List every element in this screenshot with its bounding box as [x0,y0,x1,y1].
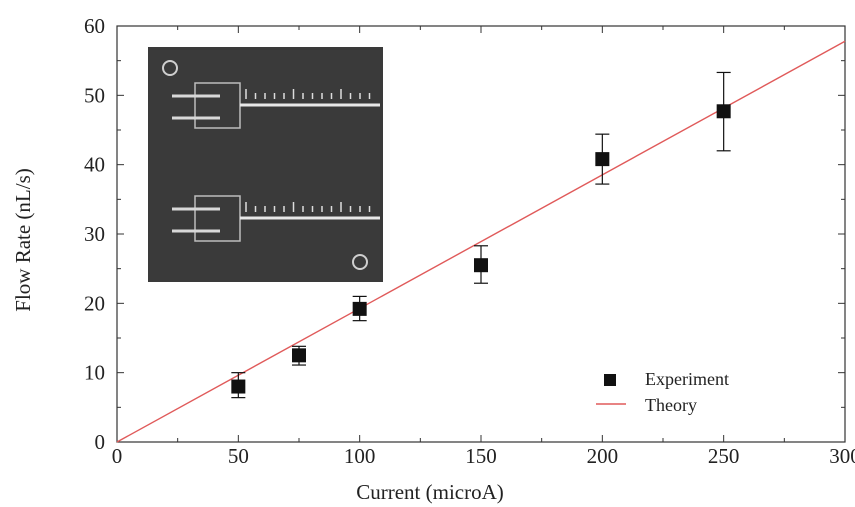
experiment-point [292,348,306,363]
inset-logo-icon [162,60,178,76]
y-tick-label: 30 [84,222,105,246]
y-axis-title: Flow Rate (nL/s) [11,168,35,311]
y-tick-label: 0 [95,430,106,454]
y-tick-label: 60 [84,14,105,38]
experiment-point [595,152,610,167]
y-tick-label: 20 [84,291,105,315]
experiment-point [474,258,488,273]
y-tick-label: 50 [84,83,105,107]
inset-photo-background [148,47,383,282]
x-tick-label: 100 [344,444,376,468]
x-tick-label: 200 [587,444,619,468]
x-axis: 0 50 100 150 200 250 300 [112,26,855,468]
inset-photo [148,47,383,282]
experiment-point [352,301,367,316]
x-tick-label: 0 [112,444,123,468]
experiment-series [231,71,731,399]
y-tick-label: 40 [84,153,105,177]
y-tick-label: 10 [84,361,105,385]
experiment-point [231,379,246,394]
experiment-point [716,104,731,119]
x-tick-label: 250 [708,444,740,468]
x-axis-title: Current (microA) [356,480,504,504]
x-tick-label: 50 [228,444,249,468]
x-tick-label: 300 [829,444,855,468]
inset-logo-icon [352,254,368,270]
x-tick-label: 150 [465,444,497,468]
legend-theory-label: Theory [645,395,697,415]
legend-experiment-label: Experiment [645,369,729,389]
legend-experiment-marker [604,374,616,386]
legend: Experiment Theory [596,369,729,415]
y-axis: 0 10 20 30 40 50 60 [84,14,845,454]
